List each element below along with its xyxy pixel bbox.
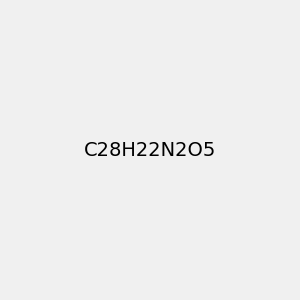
Text: C28H22N2O5: C28H22N2O5	[84, 140, 216, 160]
